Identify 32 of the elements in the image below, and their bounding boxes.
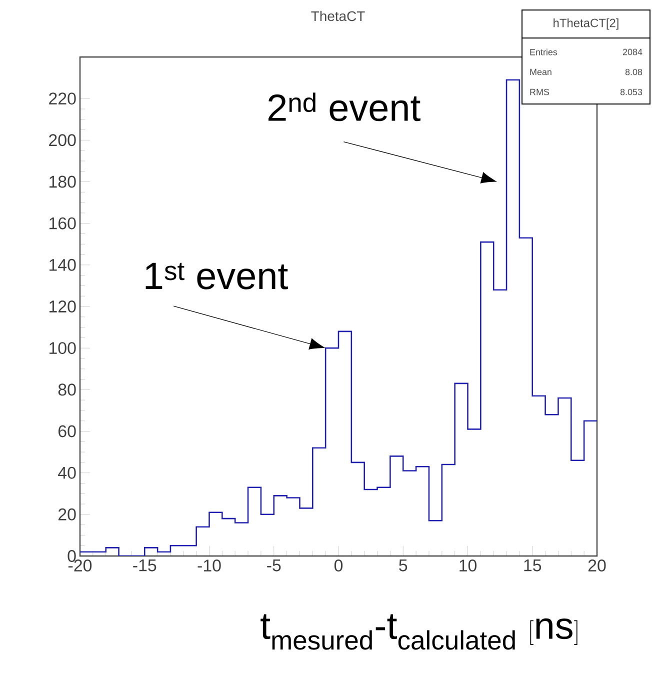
annotation: Mean	[530, 68, 552, 76]
text: Entries	[530, 48, 558, 56]
y-tick-label: 40	[58, 466, 76, 479]
y-tick-label: 140	[50, 258, 76, 271]
annotation: RMS	[530, 88, 550, 96]
y-tick-label: 80	[58, 384, 76, 396]
y-tick-label: 0	[68, 550, 76, 562]
text: hThetaCT[2]	[554, 18, 618, 30]
y-tick-label: 180	[50, 176, 76, 188]
x-tick-label: 20	[588, 560, 606, 572]
y-tick-label: 160	[50, 217, 76, 230]
y-tick-label: 220	[49, 92, 76, 105]
annotation: 2$^{nd}$ event	[268, 92, 420, 122]
x-tick-label: -15	[133, 560, 156, 572]
x-tick-label: 10	[460, 560, 477, 572]
x-tick-label: 15	[524, 560, 542, 572]
x-axis-title: $\mathrm{t_{mesured}\text{-}t_{calculated}\ [ns]}$	[260, 614, 578, 650]
x-tick-label: 0	[334, 560, 343, 572]
chart-title: ThetaCT	[311, 10, 365, 22]
y-tick-label: 200	[49, 134, 76, 146]
text: 8.053	[620, 88, 642, 96]
x-tick-label: -10	[198, 560, 221, 572]
x-tick-label: 5	[399, 560, 408, 572]
x-tick-label: -20	[68, 560, 92, 572]
y-tick-label: 20	[58, 508, 76, 520]
y-tick-label: 60	[58, 425, 76, 438]
text: 2084	[622, 48, 642, 56]
x-tick-label: -5	[267, 560, 281, 572]
text: 8.08	[625, 68, 642, 76]
annotation: 1$^{st}$ event	[146, 262, 288, 290]
y-tick-label: 100	[50, 342, 76, 354]
y-tick-label: 120	[50, 300, 76, 312]
